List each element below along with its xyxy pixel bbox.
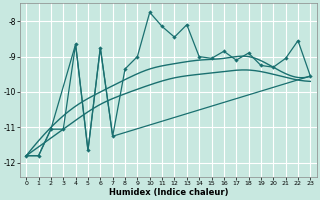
X-axis label: Humidex (Indice chaleur): Humidex (Indice chaleur)	[108, 188, 228, 197]
